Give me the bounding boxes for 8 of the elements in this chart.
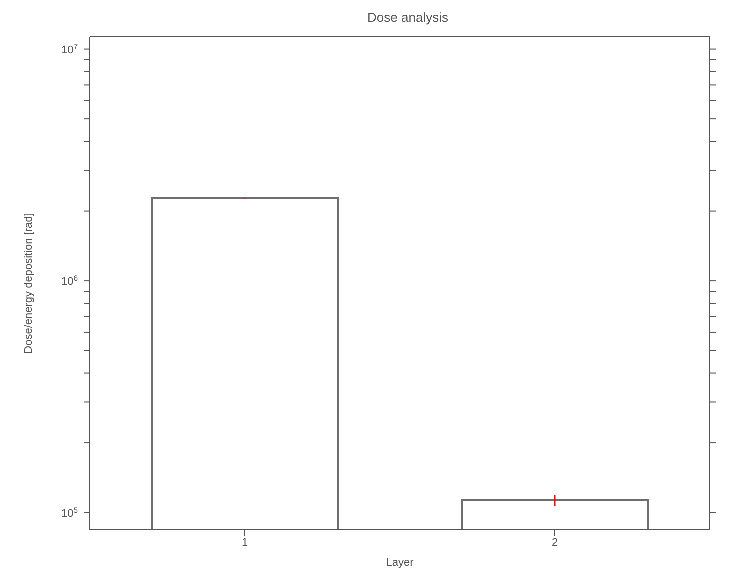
x-tick-label: 2 <box>552 536 558 549</box>
y-tick-label: 10$^{7}$ <box>61 42 78 56</box>
x-axis-title: Layer <box>386 557 414 569</box>
y-tick-label: 10$^{6}$ <box>61 274 78 288</box>
x-tick-label: 1 <box>242 536 248 549</box>
chart-title: Dose analysis <box>368 10 449 25</box>
y-tick-label: 10$^{5}$ <box>61 506 78 520</box>
y-axis-title: Dose/energy deposition [rad] <box>22 213 35 354</box>
